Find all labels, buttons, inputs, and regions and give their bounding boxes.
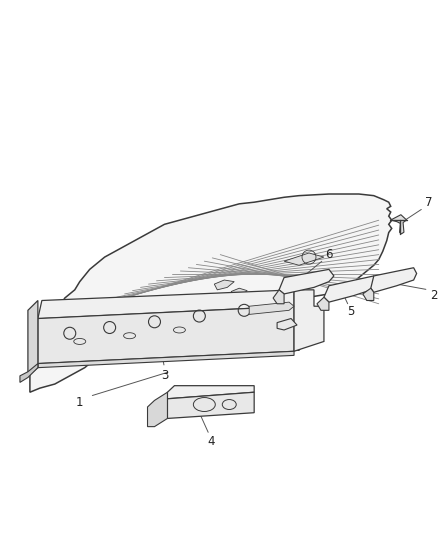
Polygon shape bbox=[279, 269, 334, 294]
Polygon shape bbox=[317, 297, 329, 310]
Polygon shape bbox=[167, 392, 254, 418]
Polygon shape bbox=[20, 364, 38, 382]
Text: 1: 1 bbox=[76, 395, 84, 409]
Text: 3: 3 bbox=[161, 369, 168, 382]
Polygon shape bbox=[294, 290, 324, 351]
Text: 2: 2 bbox=[430, 289, 437, 302]
Polygon shape bbox=[148, 392, 167, 426]
Polygon shape bbox=[277, 319, 297, 330]
Polygon shape bbox=[167, 386, 254, 399]
Polygon shape bbox=[130, 310, 155, 319]
Polygon shape bbox=[363, 288, 374, 301]
Polygon shape bbox=[284, 253, 324, 265]
Polygon shape bbox=[214, 280, 234, 290]
Polygon shape bbox=[371, 268, 417, 292]
Polygon shape bbox=[95, 319, 120, 327]
Polygon shape bbox=[273, 290, 284, 304]
Text: 7: 7 bbox=[425, 196, 432, 209]
Text: 4: 4 bbox=[208, 435, 215, 448]
Text: 6: 6 bbox=[325, 248, 333, 261]
Polygon shape bbox=[28, 301, 38, 376]
Polygon shape bbox=[38, 290, 294, 319]
Polygon shape bbox=[85, 327, 115, 358]
Polygon shape bbox=[38, 306, 294, 364]
Polygon shape bbox=[30, 194, 392, 392]
Text: 5: 5 bbox=[347, 305, 354, 318]
Polygon shape bbox=[249, 302, 294, 314]
Polygon shape bbox=[231, 288, 247, 296]
Polygon shape bbox=[324, 276, 379, 302]
Text: 8: 8 bbox=[293, 341, 301, 354]
Polygon shape bbox=[38, 351, 294, 368]
Polygon shape bbox=[391, 215, 406, 234]
